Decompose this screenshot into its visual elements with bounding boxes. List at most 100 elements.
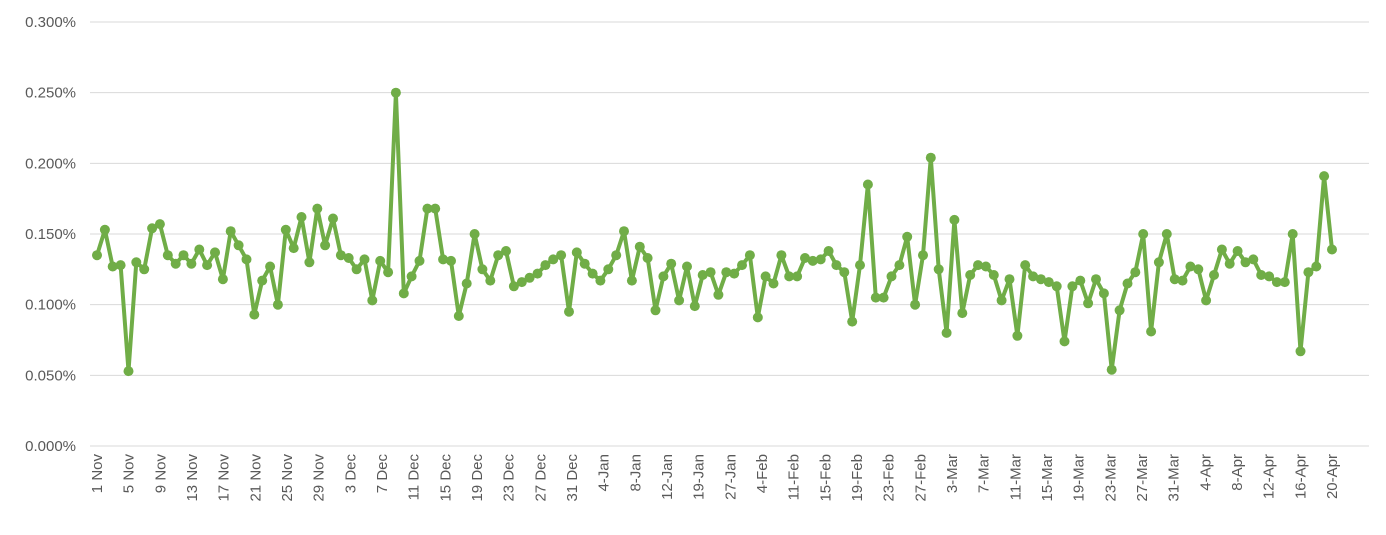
x-tick-label: 8-Apr (1229, 454, 1246, 491)
data-point (1020, 260, 1031, 271)
data-point (658, 271, 669, 282)
data-point (312, 203, 323, 214)
data-point (1106, 364, 1117, 375)
data-point (288, 243, 299, 254)
data-point (1271, 277, 1282, 288)
data-point (807, 255, 818, 266)
y-tick-label: 0.000% (25, 438, 76, 455)
data-point (139, 264, 150, 275)
x-tick-label: 20-Apr (1324, 454, 1341, 499)
x-tick-label: 29 Nov (311, 454, 328, 502)
x-tick-label: 27-Feb (912, 454, 929, 502)
data-point (367, 295, 378, 306)
data-point (398, 288, 409, 299)
x-tick-label: 19 Dec (469, 454, 486, 502)
x-tick-label: 13 Nov (184, 454, 201, 502)
data-point (194, 244, 205, 255)
data-point (170, 258, 181, 269)
data-point (1264, 271, 1275, 282)
data-point (390, 87, 401, 98)
data-point (532, 268, 543, 279)
data-point (1311, 261, 1322, 272)
data-point (178, 250, 189, 261)
data-point (1248, 254, 1259, 265)
data-point (571, 247, 582, 258)
data-point (910, 299, 921, 310)
x-tick-label: 27-Mar (1134, 454, 1151, 502)
y-tick-label: 0.100% (25, 297, 76, 314)
data-point (1177, 275, 1188, 286)
data-point (1122, 278, 1133, 289)
data-point (438, 254, 449, 265)
data-point (414, 255, 425, 266)
data-point (328, 213, 338, 224)
x-tick-label: 7 Dec (374, 454, 391, 494)
data-point (99, 224, 110, 235)
data-point (1256, 270, 1267, 280)
data-point (1043, 277, 1054, 288)
data-point (1216, 244, 1227, 255)
data-point (265, 261, 276, 272)
data-point (595, 275, 606, 286)
data-point (453, 311, 464, 321)
data-point (1287, 229, 1298, 239)
data-point (1279, 277, 1290, 288)
data-point (461, 278, 472, 289)
data-point (855, 260, 865, 271)
data-point (540, 260, 551, 271)
data-point (524, 272, 535, 283)
data-point (162, 250, 173, 261)
data-point (634, 241, 645, 252)
data-point (752, 312, 763, 323)
y-axis-tick-labels: 0.000% 0.050% 0.100% 0.150% 0.200% 0.250% 0.30… (25, 14, 76, 455)
data-point (1035, 274, 1046, 285)
data-point (1193, 264, 1204, 275)
data-point (847, 316, 858, 327)
data-point (508, 281, 519, 292)
data-point (957, 308, 968, 319)
data-point (1114, 305, 1125, 316)
data-point (902, 231, 913, 242)
x-tick-label: 19-Feb (849, 454, 866, 502)
data-point (131, 257, 142, 268)
data-point (359, 254, 370, 265)
data-point (257, 275, 268, 286)
data-point (587, 268, 598, 279)
y-tick-label: 0.150% (25, 226, 76, 243)
data-point (776, 250, 787, 261)
data-point (241, 254, 252, 265)
data-point (886, 271, 897, 282)
data-point (1303, 267, 1314, 278)
data-point (249, 309, 260, 320)
data-point (1327, 244, 1337, 255)
data-point (1153, 257, 1164, 268)
x-tick-label: 27-Jan (722, 454, 739, 500)
data-point (1130, 267, 1141, 278)
data-point (965, 270, 976, 280)
x-tick-label: 3 Dec (342, 454, 359, 494)
gridlines (90, 21, 1369, 447)
data-point (446, 255, 456, 266)
x-tick-label: 12-Apr (1261, 454, 1278, 499)
data-point (1240, 257, 1251, 268)
data-point (1012, 330, 1023, 341)
data-point (697, 270, 708, 280)
data-point (650, 305, 661, 316)
data-point (375, 255, 386, 266)
data-point (217, 274, 228, 285)
data-point (980, 261, 991, 272)
data-point (233, 240, 244, 251)
x-tick-label: 19-Mar (1071, 454, 1088, 502)
data-point (556, 250, 567, 261)
data-point (800, 253, 810, 263)
data-point (304, 257, 315, 268)
x-tick-label: 16-Apr (1292, 454, 1309, 499)
y-tick-label: 0.050% (25, 367, 76, 384)
y-tick-label: 0.250% (25, 85, 76, 102)
data-point (878, 292, 889, 303)
data-point (682, 261, 692, 272)
x-tick-label: 15-Mar (1039, 454, 1056, 502)
data-point (564, 306, 574, 317)
data-point (933, 264, 944, 275)
